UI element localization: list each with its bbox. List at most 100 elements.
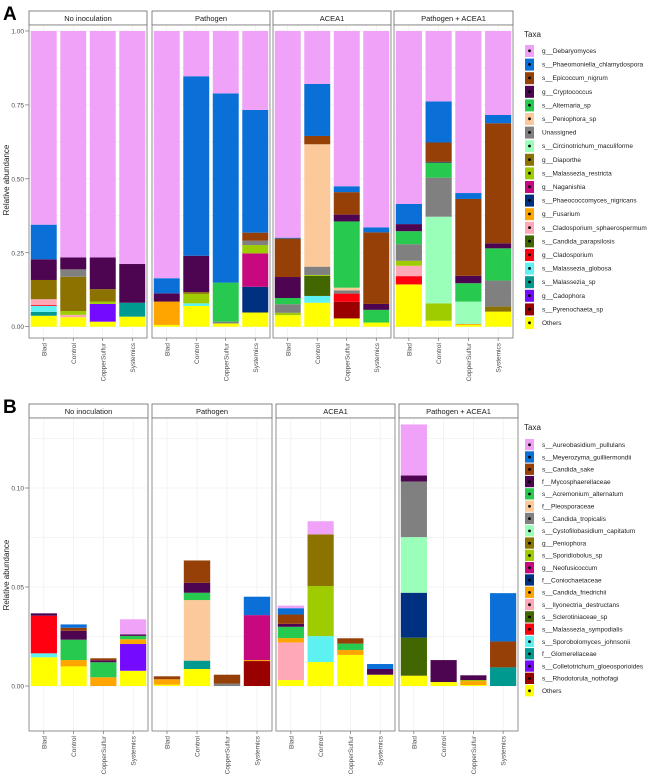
- bar-segment: [425, 161, 452, 163]
- bar-segment: [277, 605, 304, 609]
- bar-segment: [274, 31, 301, 238]
- legend-point-icon: [528, 517, 531, 520]
- legend-label: g__Cryptococcus: [542, 89, 593, 96]
- y-tick-label: 0.75: [11, 102, 24, 109]
- bar-segment: [120, 644, 147, 671]
- bar-segment: [242, 240, 269, 246]
- bar-segment: [274, 304, 301, 313]
- bar-segment: [213, 683, 241, 686]
- bar-segment: [274, 298, 301, 305]
- legend-label: s__Sporidiobolus_sp: [542, 553, 603, 560]
- bar-segment: [153, 676, 181, 680]
- x-tick-label: Blad: [285, 343, 292, 356]
- bar-segment: [395, 276, 422, 285]
- legend-point-icon: [528, 294, 531, 297]
- bar-segment: [460, 685, 487, 686]
- bar-segment: [337, 638, 364, 644]
- bar-segment: [183, 660, 211, 669]
- legend-point-icon: [528, 199, 531, 202]
- bar-segment: [183, 292, 210, 294]
- legend: Taxa s__Aureobasidium_pullulans s__Meyeroz…: [524, 423, 644, 697]
- legend-point-icon: [528, 131, 531, 134]
- legend-label: s__Sclerotiniaceae_sp: [542, 614, 608, 621]
- legend-title: Taxa: [524, 30, 541, 39]
- bar-segment: [119, 302, 146, 317]
- legend-label: s__Candida_tropicalis: [542, 516, 607, 523]
- bar-segment: [395, 284, 422, 327]
- bar-segment: [337, 649, 364, 655]
- facet-panel: Pathogen + ACEA1 Blad Control CopperSulfur S…: [393, 10, 514, 381]
- bar-segment: [395, 265, 422, 277]
- panel-border: [28, 417, 149, 732]
- bar-segment: [90, 677, 117, 686]
- y-axis-label: Relative abundance: [2, 144, 11, 215]
- legend-point-icon: [528, 615, 531, 619]
- bar-segment: [120, 639, 147, 645]
- bar-segment: [183, 600, 211, 661]
- facet-panel: ACEA1 Blad Control CopperSulfur Systemics: [272, 10, 392, 381]
- bar-segment: [363, 303, 390, 310]
- bar-segment: [274, 315, 301, 327]
- bar-segment: [243, 660, 271, 662]
- bar-segment: [60, 627, 87, 631]
- facet-title: ACEA1: [320, 14, 345, 23]
- x-tick-label: Systemics: [374, 342, 381, 372]
- bar-segment: [277, 623, 304, 627]
- legend-point-icon: [528, 253, 531, 257]
- x-tick-label: Systemics: [131, 735, 138, 765]
- bar-segment: [119, 264, 146, 303]
- bar-segment: [425, 31, 452, 102]
- bar-segment: [153, 293, 180, 302]
- x-tick-label: Blad: [406, 343, 413, 356]
- bar-segment: [430, 682, 457, 686]
- bar-segment: [242, 109, 269, 233]
- panel-label: B: [3, 397, 17, 418]
- bar-segment: [30, 279, 57, 300]
- bar-segment: [60, 630, 87, 640]
- x-tick-label: Blad: [165, 736, 172, 749]
- legend-point-icon: [528, 212, 531, 216]
- bar-segment: [89, 257, 116, 290]
- bar-segment: [119, 316, 146, 327]
- bar-segment: [400, 481, 427, 538]
- x-tick-label: Control: [318, 735, 325, 757]
- bar-segment: [367, 668, 394, 675]
- bar-segment: [30, 305, 57, 307]
- bar-segment: [425, 162, 452, 178]
- panel-border: [28, 24, 148, 339]
- bar-segment: [304, 135, 331, 145]
- bar-segment: [485, 306, 512, 312]
- bar-segment: [274, 312, 301, 316]
- bar-segment: [304, 295, 331, 303]
- legend-point-icon: [528, 144, 531, 148]
- x-tick-label: CopperSulfur: [348, 735, 355, 774]
- bar-segment: [304, 274, 331, 276]
- bar-segment: [455, 283, 482, 302]
- x-tick-label: Control: [436, 342, 443, 364]
- x-tick-label: Control: [71, 342, 78, 364]
- bar-segment: [333, 214, 360, 222]
- bar-segment: [400, 537, 427, 593]
- bar-segment: [363, 227, 390, 233]
- legend-label: s__Phaeococcomyces_nigricans: [542, 198, 637, 205]
- legend-point-icon: [528, 652, 531, 656]
- legend-point-icon: [528, 267, 531, 270]
- legend-label: s__Peniophora_sp: [542, 116, 597, 123]
- x-tick-label: Systemics: [501, 735, 508, 765]
- bar-segment: [30, 224, 57, 260]
- bar-segment: [89, 289, 116, 302]
- bar-segment: [425, 320, 452, 327]
- bar-segment: [30, 31, 57, 225]
- bar-segment: [430, 660, 457, 683]
- legend-label: s__Candida_sake: [542, 467, 594, 474]
- x-tick-label: Control: [194, 342, 201, 364]
- bar-segment: [153, 31, 180, 279]
- bar-segment: [183, 76, 210, 256]
- bar-segment: [60, 639, 87, 661]
- bar-segment: [60, 269, 87, 277]
- legend-label: f__Mycosphaerellaceae: [542, 479, 611, 486]
- legend-point-icon: [528, 578, 531, 582]
- facet-panel: ACEA1 Blad Control CopperSulfur Systemics: [275, 403, 396, 774]
- legend-point-icon: [528, 158, 531, 162]
- bar-segment: [395, 244, 422, 261]
